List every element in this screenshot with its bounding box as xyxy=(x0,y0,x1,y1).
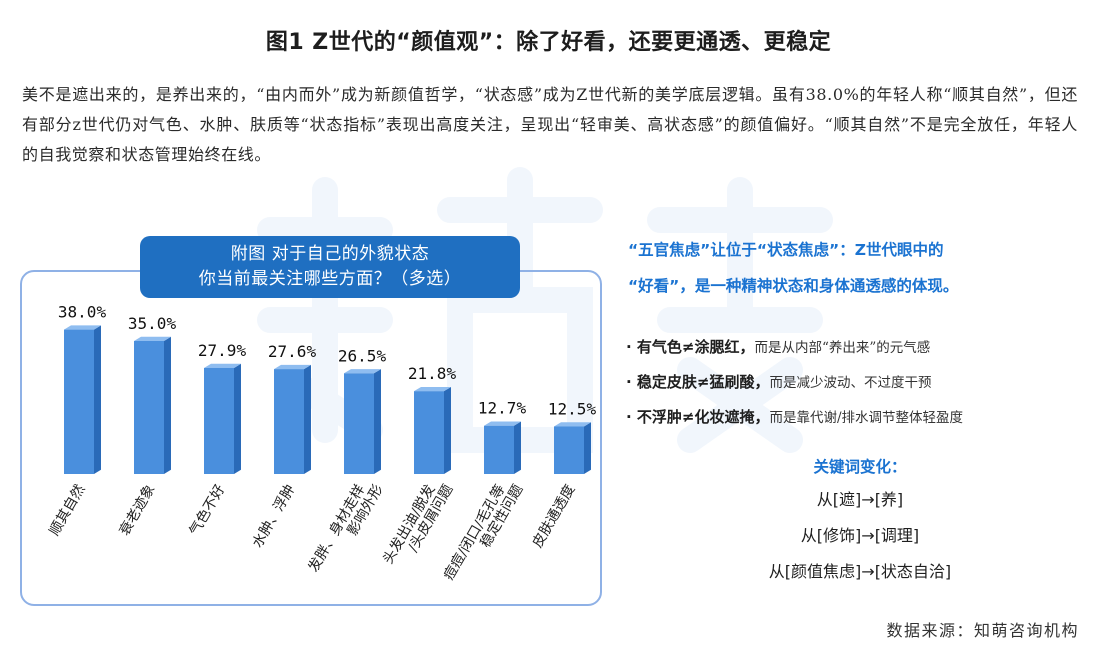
data-label: 38.0% xyxy=(58,303,107,322)
chart-header-line1: 附图 对于自己的外貌状态 xyxy=(230,244,430,264)
data-label: 12.7% xyxy=(478,399,527,418)
bar-top xyxy=(344,369,381,374)
bullet-main: · 不浮肿≠化妆遮掩， xyxy=(626,408,770,426)
bar-side xyxy=(374,369,381,474)
keywords-title: 关键词变化： xyxy=(813,458,907,476)
chart-header: 附图 对于自己的外貌状态 你当前最关注哪些方面？（多选） xyxy=(140,236,520,298)
bullet-item: · 稳定皮肤≠猛刷酸，而是减少波动、不过度干预 xyxy=(626,365,1096,400)
right-panel-heading: “五官焦虑”让位于“状态焦虑”：Z世代眼中的 “好看”，是一种精神状态和身体通透… xyxy=(628,232,1068,304)
keyword-change-1: 从[遮]→[养] xyxy=(816,490,904,509)
bar xyxy=(344,373,374,474)
bullet-item: · 有气色≠涂腮红，而是从内部“养出来”的元气感 xyxy=(626,330,1096,365)
category-label: 水肿、浮肿 xyxy=(250,482,299,551)
bar xyxy=(274,369,304,474)
data-source: 数据来源：知萌咨询机构 xyxy=(886,621,1079,640)
bar-chart: 38.0% 顺其自然 35.0% 衰老迹象 27.9% 气色不好 27.6% 水肿、浮肿 26.… xyxy=(46,303,597,583)
bar-top xyxy=(484,421,521,426)
bar-side xyxy=(584,422,591,474)
bar-top xyxy=(204,363,241,368)
right-heading-line2: “好看”，是一种精神状态和身体通透感的体现。 xyxy=(628,277,959,295)
bar xyxy=(484,425,514,474)
bar-side xyxy=(94,325,101,474)
category-label: 皮肤通透度 xyxy=(530,482,579,551)
category-label: 衰老迹象 xyxy=(116,482,159,539)
bar-top xyxy=(134,336,171,341)
bar xyxy=(554,426,584,474)
keyword-change-3: 从[颜值焦虑]→[状态自洽] xyxy=(768,562,952,581)
intro-paragraph: 美不是遮出来的，是养出来的，“由内而外”成为新颜值哲学，“状态感”成为Z世代新的… xyxy=(22,85,1078,164)
page-title: 图1 Z世代的“颜值观”：除了好看，还要更通透、更稳定 xyxy=(265,30,832,55)
bar xyxy=(134,341,164,474)
keyword-change-2: 从[修饰]→[调理] xyxy=(800,526,920,545)
bar-top xyxy=(64,325,101,330)
data-label: 27.6% xyxy=(268,342,317,361)
bullet-list: · 有气色≠涂腮红，而是从内部“养出来”的元气感 · 稳定皮肤≠猛刷酸，而是减少… xyxy=(626,330,1096,435)
bar-side xyxy=(514,421,521,474)
bar-top xyxy=(414,386,451,392)
bar-top xyxy=(274,364,311,370)
bullet-main: · 稳定皮肤≠猛刷酸， xyxy=(626,373,770,391)
bar-top xyxy=(554,422,591,427)
bar-side xyxy=(444,386,451,474)
category-label: 气色不好 xyxy=(186,482,229,539)
bar-side xyxy=(234,363,241,474)
bullet-sub: 而是减少波动、不过度干预 xyxy=(769,375,932,391)
bullet-main: · 有气色≠涂腮红， xyxy=(626,338,755,356)
bullet-sub: 而是靠代谢/排水调节整体轻盈度 xyxy=(769,410,964,426)
bullet-item: · 不浮肿≠化妆遮掩，而是靠代谢/排水调节整体轻盈度 xyxy=(626,400,1096,435)
category-label: 顺其自然 xyxy=(46,482,89,539)
chart-header-line2: 你当前最关注哪些方面？（多选） xyxy=(198,269,462,289)
bar-side xyxy=(304,364,311,474)
bullet-sub: 而是从内部“养出来”的元气感 xyxy=(754,340,931,356)
bar xyxy=(414,391,444,474)
data-label: 26.5% xyxy=(338,346,387,365)
right-heading-line1: “五官焦虑”让位于“状态焦虑”：Z世代眼中的 xyxy=(628,241,944,259)
data-label: 12.5% xyxy=(548,400,597,419)
data-label: 27.9% xyxy=(198,341,247,360)
data-label: 35.0% xyxy=(128,314,177,333)
bar-side xyxy=(164,336,171,474)
bar xyxy=(204,367,234,474)
data-label: 21.8% xyxy=(408,364,457,383)
bar xyxy=(64,329,94,474)
